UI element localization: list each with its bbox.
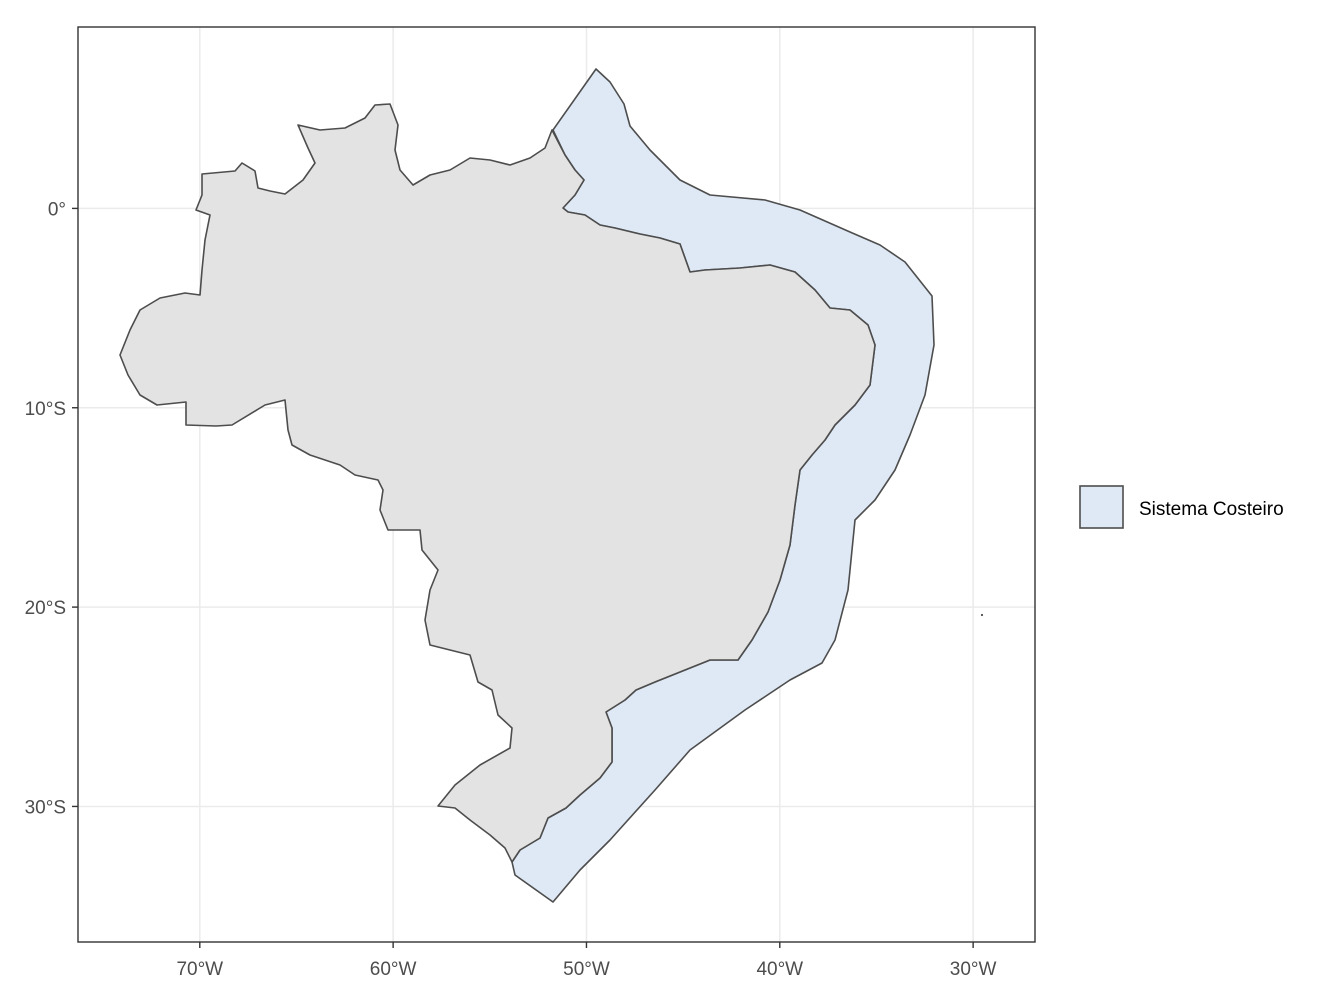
y-tick-label: 30°S	[25, 797, 66, 818]
island-marker	[980, 613, 984, 617]
plot-panel-border	[77, 26, 1036, 943]
legend: Sistema Costeiro	[1079, 485, 1284, 529]
y-tick-label: 0°	[48, 199, 66, 220]
x-tick-label: 60°W	[370, 959, 417, 980]
y-tick-label: 10°S	[25, 399, 66, 420]
legend-key-coastal-system	[1079, 485, 1124, 529]
brazil-land	[119, 103, 876, 863]
x-tick-label: 40°W	[756, 959, 803, 980]
y-tick-label: 20°S	[25, 598, 66, 619]
y-axis: 0° 10°S 20°S 30°S	[25, 199, 78, 818]
legend-label-coastal-system: Sistema Costeiro	[1139, 499, 1284, 520]
x-tick-label: 30°W	[950, 959, 997, 980]
x-tick-label: 70°W	[176, 959, 223, 980]
x-axis: 70°W 60°W 50°W 40°W 30°W	[176, 942, 997, 980]
x-tick-label: 50°W	[563, 959, 610, 980]
